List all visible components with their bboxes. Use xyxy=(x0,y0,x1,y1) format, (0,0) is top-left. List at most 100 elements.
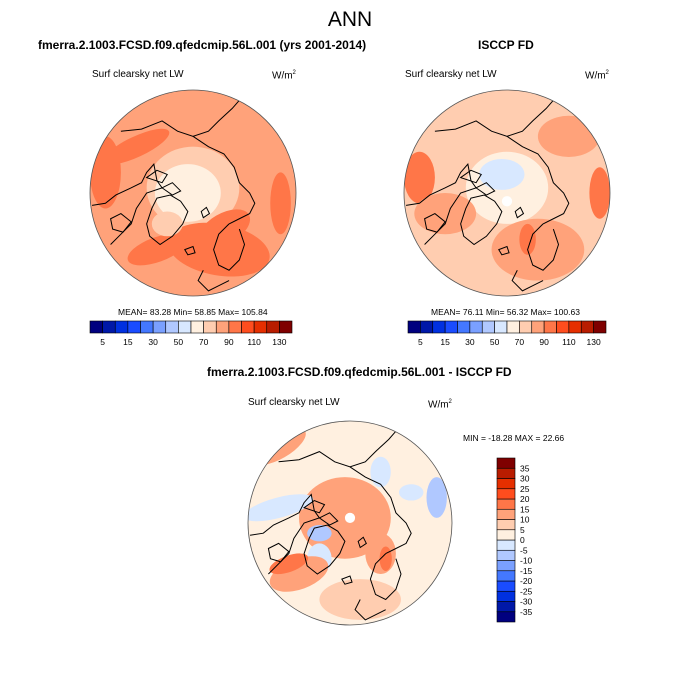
colorbar-obs-tick-label: 130 xyxy=(587,337,601,347)
map-obs-field-patch xyxy=(519,223,536,255)
coastline xyxy=(514,206,525,219)
colorbar-model-tick-label: 70 xyxy=(199,337,209,347)
colorbar-diff-tick-label: 5 xyxy=(520,525,525,535)
colorbar-diff-tick-label: -30 xyxy=(520,597,533,607)
colorbar-diff-tick-label: -25 xyxy=(520,586,533,596)
map-model-field-patch xyxy=(103,128,170,165)
colorbar-obs-tick-label: 70 xyxy=(515,337,525,347)
coastline xyxy=(354,599,386,621)
map-model-field-patch xyxy=(151,211,183,237)
coastline xyxy=(91,163,163,245)
colorbar-model-tick-label: 90 xyxy=(224,337,234,347)
colorbar-obs-tick-label: 50 xyxy=(490,337,500,347)
map-diff-field-patch xyxy=(344,512,356,524)
figure-title: ANN xyxy=(327,8,373,31)
coastline xyxy=(161,182,182,196)
map-diff-boundary xyxy=(247,420,453,626)
map-obs-field-patch xyxy=(589,167,610,219)
map-model-field-patch xyxy=(154,164,221,222)
coastline xyxy=(424,213,446,233)
map-obs-field-patch xyxy=(479,159,525,190)
colorbar-diff-swatch xyxy=(496,601,516,613)
map-obs-boundary xyxy=(403,89,611,297)
variable-label-diff: Surf clearsky net LW xyxy=(248,397,340,408)
colorbar-diff-swatch xyxy=(496,488,516,500)
colorbar-diff-tick-label: -20 xyxy=(520,576,533,586)
colorbar-obs-tick-label: 5 xyxy=(418,337,423,347)
colorbar-diff-swatch xyxy=(496,519,516,531)
colorbar-diff-tick-label: -10 xyxy=(520,556,533,566)
units-label-obs: W/m2 xyxy=(585,70,609,81)
map-obs-field-patch xyxy=(404,151,435,204)
units-base: W/m xyxy=(585,70,606,82)
coastline xyxy=(318,512,339,526)
map-diff-field-patch xyxy=(248,494,314,522)
colorbar-diff-swatch xyxy=(496,457,516,469)
map-model-field-patch xyxy=(270,172,291,235)
coastline xyxy=(527,223,560,271)
stats-diff: MIN = -18.28 MAX = 22.66 xyxy=(463,433,565,443)
map-diff-field-patch xyxy=(398,484,424,501)
colorbar-model-swatch xyxy=(279,320,293,334)
colorbar-diff-tick-label: -5 xyxy=(520,545,528,555)
colorbar-diff-swatch xyxy=(496,529,516,541)
coastline xyxy=(341,575,353,585)
colorbar-diff-tick-label: -35 xyxy=(520,607,533,617)
map-obs-field-patch xyxy=(491,218,585,281)
coastline xyxy=(475,182,496,196)
coastline xyxy=(357,536,367,549)
units-base: W/m xyxy=(428,399,449,411)
colorbar-model-tick-label: 110 xyxy=(247,337,261,347)
coastline xyxy=(110,213,132,233)
coastline xyxy=(267,542,290,563)
map-diff-coastlines xyxy=(249,430,412,621)
colorbar-diff-swatch xyxy=(496,570,516,582)
colorbar-diff-swatch xyxy=(496,590,516,602)
coastline xyxy=(349,466,412,555)
coastline xyxy=(145,169,168,184)
stats-obs: MEAN= 76.11 Min= 56.32 Max= 100.63 xyxy=(431,307,580,317)
units-sup: 2 xyxy=(605,70,609,76)
panel-title-model: fmerra.2.1003.FCSD.f09.qfedcmip.56L.001 … xyxy=(38,38,367,52)
colorbar-diff-swatch xyxy=(496,478,516,490)
map-diff-field-patch xyxy=(426,477,447,518)
map-diff-field-patch xyxy=(269,553,309,575)
colorbar-obs-tick-label: 15 xyxy=(440,337,450,347)
units-base: W/m xyxy=(272,70,293,82)
colorbar-diff-tick-label: 20 xyxy=(520,494,530,504)
map-model-field-patch xyxy=(127,233,187,266)
colorbar-diff-tick-label: 30 xyxy=(520,474,530,484)
colorbar-diff-tick-label: 35 xyxy=(520,463,530,473)
coastline xyxy=(184,245,196,256)
colorbar-diff-tick-label: -15 xyxy=(520,566,533,576)
coastline xyxy=(278,430,397,468)
coastline xyxy=(303,524,346,575)
colorbar-diff-swatch xyxy=(496,560,516,572)
colorbar-diff-tick-label: 10 xyxy=(520,515,530,525)
colorbar-model-tick-label: 50 xyxy=(174,337,184,347)
coastline xyxy=(249,493,321,575)
map-diff-field-patch xyxy=(319,579,402,620)
units-sup: 2 xyxy=(292,70,296,76)
coastline xyxy=(506,135,570,225)
colorbar-model-tick-label: 15 xyxy=(123,337,133,347)
colorbar-model-tick-label: 5 xyxy=(100,337,105,347)
colorbar-diff-swatch xyxy=(496,611,516,623)
map-diff-field-patch xyxy=(370,456,391,488)
colorbar-diff-tick-label: 25 xyxy=(520,484,530,494)
stats-model: MEAN= 83.28 Min= 58.85 Max= 105.84 xyxy=(118,307,268,317)
variable-label-obs: Surf clearsky net LW xyxy=(405,69,497,80)
coastline xyxy=(405,163,477,245)
colorbar-diff-swatch xyxy=(496,580,516,592)
units-sup: 2 xyxy=(448,399,452,405)
panel-title-obs: ISCCP FD xyxy=(478,38,534,52)
colorbar-obs-tick-label: 30 xyxy=(465,337,475,347)
colorbar-obs-tick-label: 110 xyxy=(562,337,576,347)
variable-label-model: Surf clearsky net LW xyxy=(92,69,184,80)
